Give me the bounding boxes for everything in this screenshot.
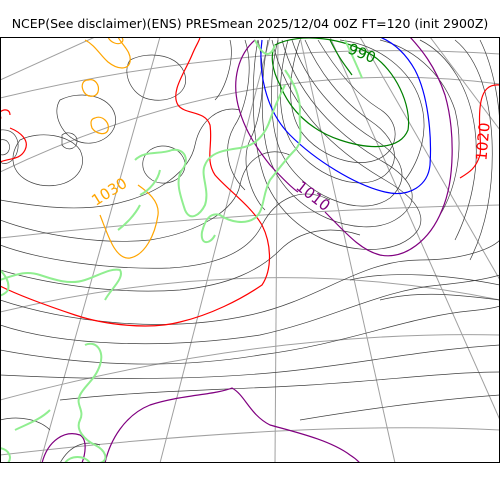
latitude-line [0,76,500,173]
contour-label-990: 990 [345,40,378,67]
latitude-line [0,427,500,456]
isobar-1030 [81,37,159,259]
longitude-line [329,37,500,421]
isobars-minor [0,39,500,463]
contour-label-1020: 1020 [472,122,493,162]
contour-label-1010: 1010 [292,177,333,215]
longitude-line [429,37,500,131]
latitude-line [0,334,500,401]
longitude-line [299,37,396,463]
longitude-line [274,37,279,463]
isobar-1020 [0,37,500,327]
graticule [0,37,500,463]
isobar-1000 [260,37,432,194]
isobar-990 [271,37,410,148]
latitude-line [0,204,500,239]
longitude-line [39,37,161,463]
map-title: NCEP(See disclaimer)(ENS) PRESmean 2025/… [11,16,489,31]
latitude-line [0,277,500,313]
longitude-line [159,37,271,463]
isobar-1010 [41,37,453,463]
latitude-line [0,50,500,99]
contour-label-1030: 1030 [88,174,130,210]
coastline [0,39,363,463]
longitude-line [0,37,96,81]
